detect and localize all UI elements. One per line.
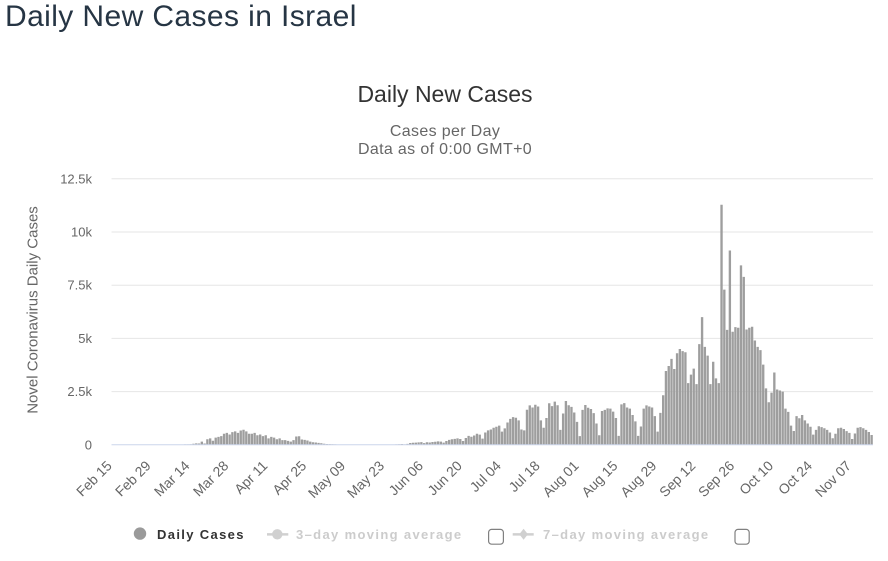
svg-text:Jun 20: Jun 20 bbox=[424, 457, 465, 498]
svg-text:Apr 11: Apr 11 bbox=[231, 457, 271, 497]
svg-text:10k: 10k bbox=[71, 225, 92, 240]
svg-text:Mar 28: Mar 28 bbox=[190, 457, 232, 499]
svg-text:Aug 15: Aug 15 bbox=[578, 457, 621, 500]
svg-text:Sep 26: Sep 26 bbox=[695, 457, 738, 500]
svg-text:2.5k: 2.5k bbox=[67, 384, 92, 399]
svg-text:Aug 01: Aug 01 bbox=[539, 457, 582, 500]
svg-text:Jun 06: Jun 06 bbox=[385, 457, 426, 498]
svg-text:Sep 12: Sep 12 bbox=[656, 457, 699, 500]
svg-text:Feb 29: Feb 29 bbox=[112, 457, 154, 499]
svg-text:Jul 18: Jul 18 bbox=[505, 457, 543, 495]
svg-text:May 23: May 23 bbox=[344, 457, 388, 501]
svg-text:5k: 5k bbox=[78, 331, 92, 346]
svg-text:Oct 10: Oct 10 bbox=[736, 457, 776, 497]
svg-text:Mar 14: Mar 14 bbox=[151, 457, 193, 499]
svg-text:Nov 07: Nov 07 bbox=[812, 457, 855, 500]
svg-text:12.5k: 12.5k bbox=[60, 171, 92, 186]
svg-text:May 09: May 09 bbox=[305, 457, 349, 501]
svg-text:Jul 04: Jul 04 bbox=[466, 457, 504, 495]
svg-text:7.5k: 7.5k bbox=[67, 278, 92, 293]
svg-text:0: 0 bbox=[85, 437, 92, 452]
svg-text:Feb 15: Feb 15 bbox=[73, 457, 115, 499]
svg-text:Oct 24: Oct 24 bbox=[775, 457, 815, 497]
svg-text:Aug 29: Aug 29 bbox=[617, 457, 660, 500]
svg-text:Apr 25: Apr 25 bbox=[269, 457, 309, 497]
